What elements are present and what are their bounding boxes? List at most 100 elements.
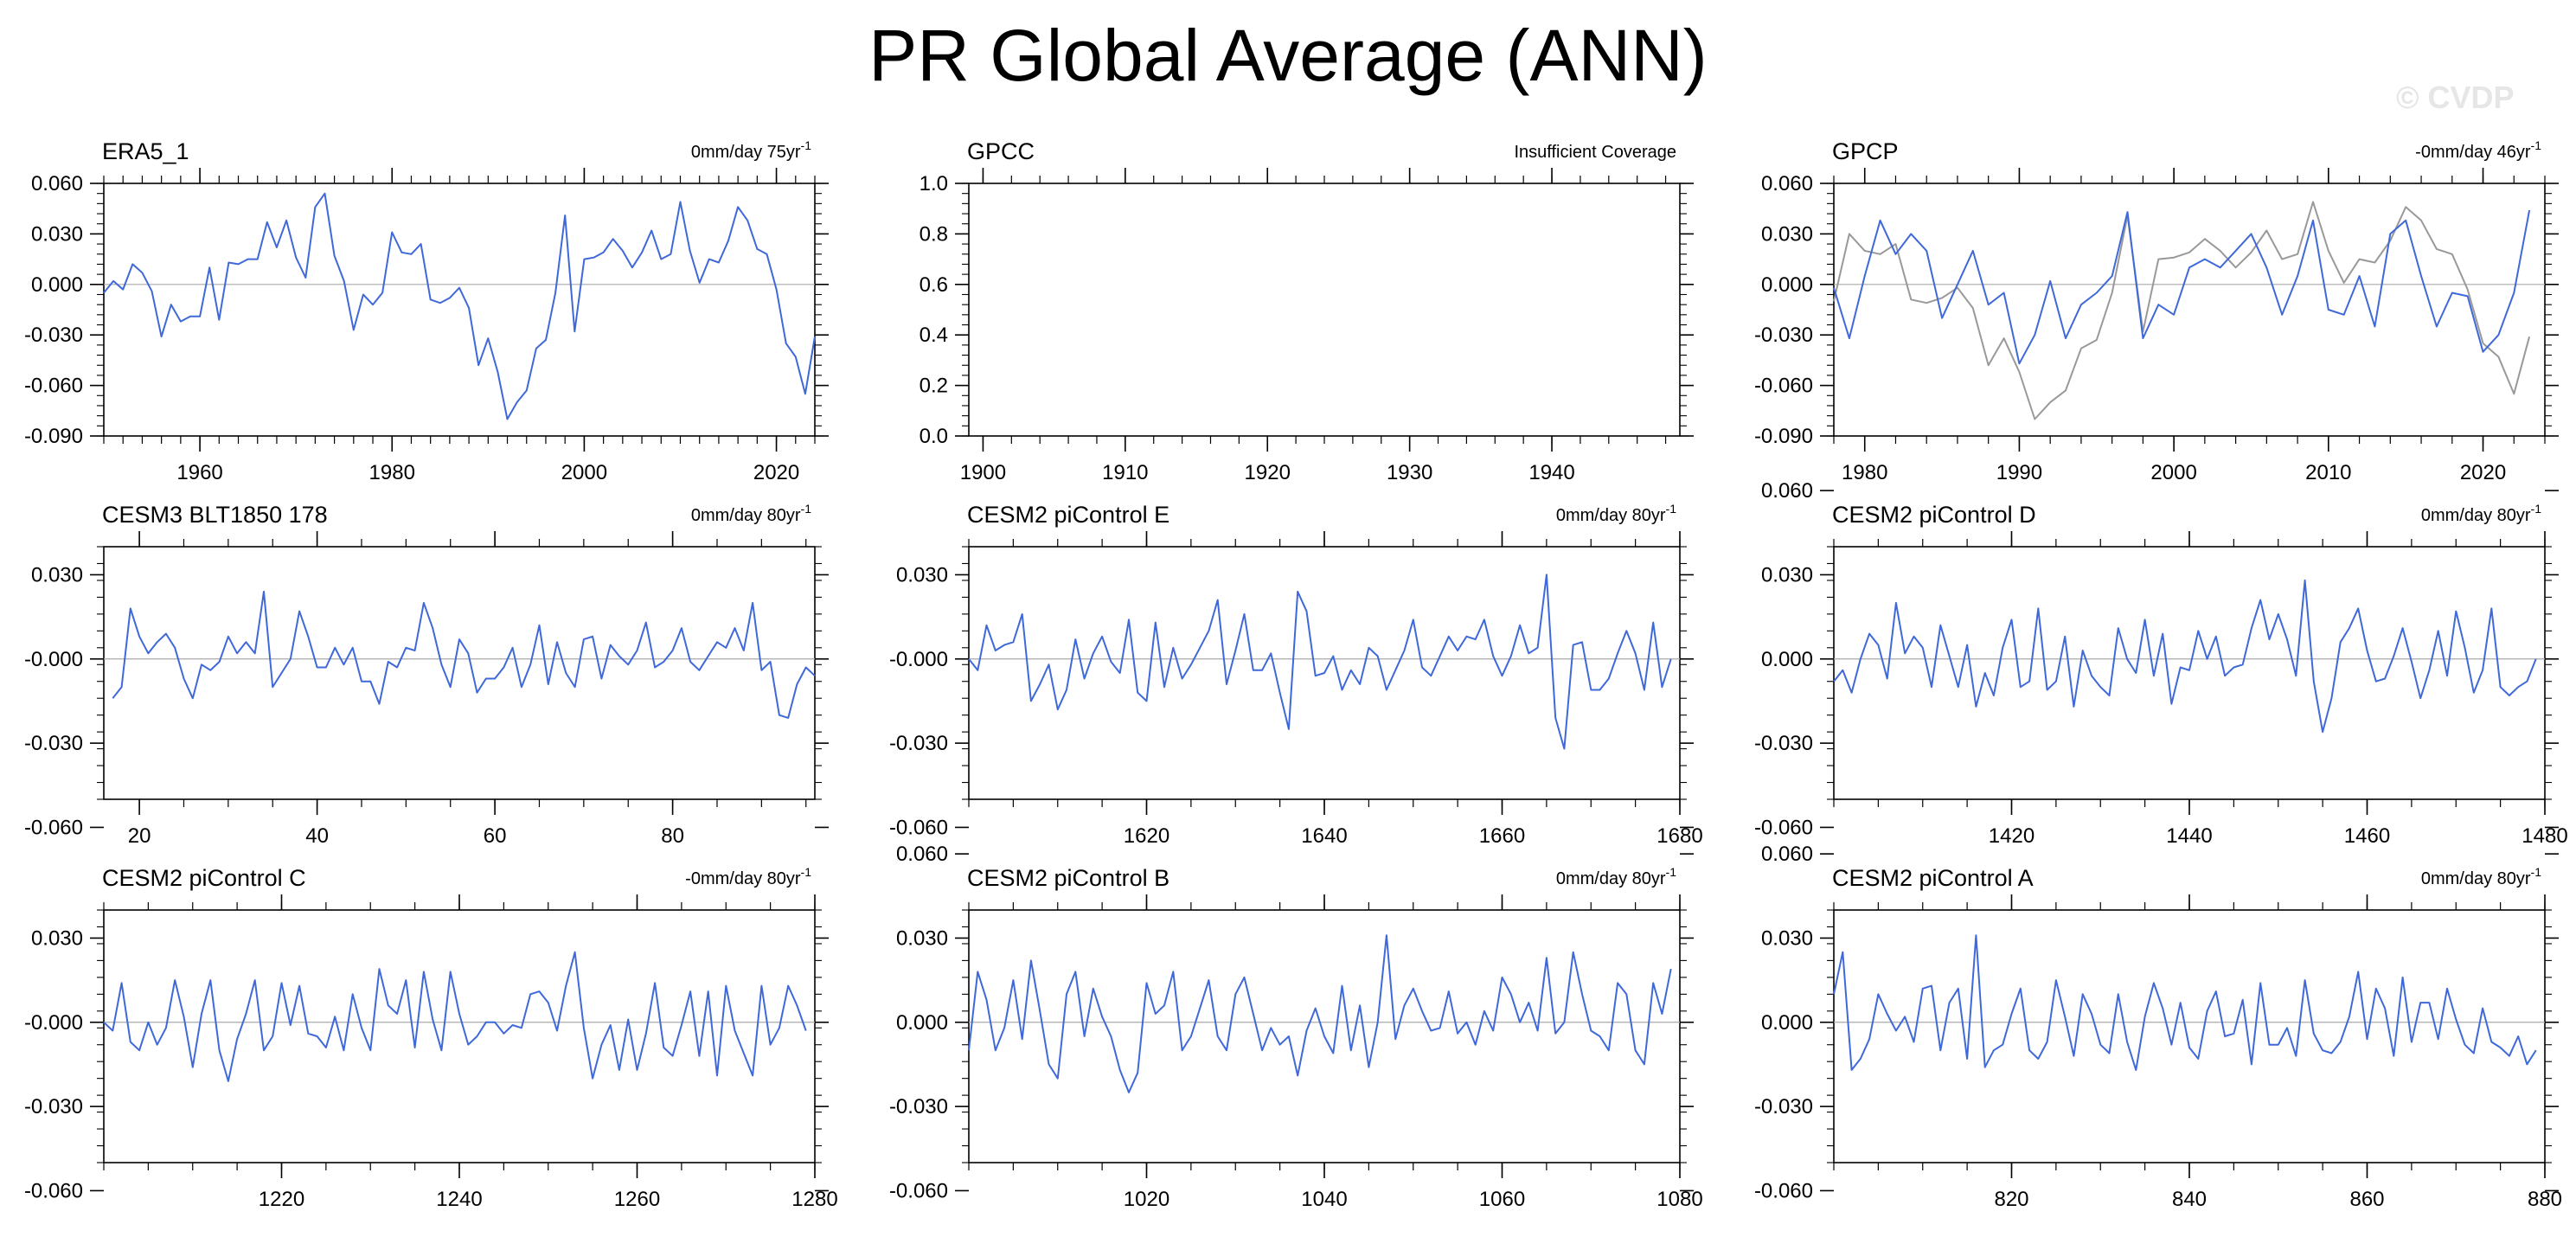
trend-label: -0mm/day 46yr-1 <box>2415 138 2541 162</box>
trend-exponent: -1 <box>801 865 812 879</box>
chart-panel: 1960 1980 2000 2020 -0.090 -0.060 -0.030 0.000 0… <box>24 138 829 484</box>
x-tick-label: 1220 <box>259 1188 304 1211</box>
panel-title: CESM2 piControl E <box>967 502 1169 528</box>
y-tick-label: 0.060 <box>31 172 83 195</box>
page-title: PR Global Average (ANN) <box>868 15 1708 96</box>
panel-title: CESM3 BLT1850 178 <box>102 502 328 528</box>
panel-title: CESM2 piControl B <box>967 865 1169 891</box>
y-tick-label: 0.060 <box>1761 479 1813 503</box>
x-tick-label: 1940 <box>1528 461 1574 484</box>
x-tick-label: 1440 <box>2166 824 2212 848</box>
y-tick-label: -0.030 <box>1754 732 1813 755</box>
x-tick-label: 1040 <box>1301 1188 1347 1211</box>
chart-panel: 1620 1640 1660 1680 -0.060 -0.030 -0.000 0.030 C… <box>889 502 1703 848</box>
y-tick-label: -0.060 <box>1754 816 1813 839</box>
y-tick-label: 0.2 <box>920 375 948 398</box>
trend-exponent: -1 <box>801 502 812 516</box>
y-tick-label: -0.030 <box>24 1095 83 1118</box>
chart-panel: 20 40 60 80 -0.060 -0.030 -0.000 0.030 CESM3 BLT… <box>24 502 829 848</box>
panel-title: CESM2 piControl A <box>1832 865 2034 891</box>
y-tick-label: 0.030 <box>896 926 948 950</box>
y-tick-label: -0.060 <box>24 375 83 398</box>
x-tick-label: 1260 <box>614 1188 660 1211</box>
y-tick-label: -0.060 <box>889 1179 948 1202</box>
y-tick-label: 0.000 <box>1761 273 1813 297</box>
x-tick-label: 80 <box>661 824 684 848</box>
y-tick-label: 0.000 <box>1761 648 1813 671</box>
trend-label: 0mm/day 80yr-1 <box>691 502 811 525</box>
plot-frame <box>968 183 1681 437</box>
series-line <box>112 590 816 719</box>
x-tick-label: 60 <box>484 824 507 848</box>
series-line <box>968 934 1672 1093</box>
y-tick-label: 0.030 <box>1761 222 1813 246</box>
trend-label: 0mm/day 80yr-1 <box>1556 502 1676 525</box>
y-tick-label: -0.060 <box>24 816 83 839</box>
x-tick-label: 2000 <box>2150 461 2196 484</box>
trend-exponent: -1 <box>2531 865 2542 879</box>
x-tick-label: 1980 <box>1842 461 1887 484</box>
x-tick-label: 1900 <box>960 461 1006 484</box>
chart-panel: 1900 1910 1920 1930 1940 0.0 0.2 0.4 0.6 0.8 1.0 GP… <box>920 138 1694 484</box>
x-tick-label: 1980 <box>369 461 415 484</box>
x-tick-label: 1020 <box>1124 1188 1169 1211</box>
trend-label: 0mm/day 80yr-1 <box>2421 865 2541 888</box>
x-tick-label: 1480 <box>2522 824 2567 848</box>
y-tick-label: -0.030 <box>24 324 83 347</box>
y-tick-label: 0.030 <box>1761 563 1813 586</box>
series-line <box>1833 201 2531 420</box>
x-tick-label: 2020 <box>753 461 799 484</box>
y-tick-label: -0.000 <box>24 648 83 671</box>
y-tick-label: 0.8 <box>920 222 948 246</box>
x-tick-label: 1990 <box>1996 461 2042 484</box>
y-tick-label: -0.060 <box>1754 375 1813 398</box>
x-tick-label: 1680 <box>1656 824 1702 848</box>
y-tick-label: -0.000 <box>24 1011 83 1035</box>
chart-panel: 1220 1240 1260 1280 -0.060 -0.030 -0.000 0.030 C… <box>24 865 838 1211</box>
x-tick-label: 40 <box>305 824 329 848</box>
plot-frame <box>103 183 816 437</box>
trend-exponent: -1 <box>1666 865 1677 879</box>
x-tick-label: 1660 <box>1479 824 1525 848</box>
series-line <box>1833 579 2537 734</box>
series-line <box>103 951 807 1082</box>
trend-exponent: -1 <box>2531 502 2542 516</box>
panel-title: GPCP <box>1832 138 1899 164</box>
y-tick-label: -0.030 <box>889 1095 948 1118</box>
x-tick-label: 1080 <box>1656 1188 1702 1211</box>
series-line <box>1833 209 2531 365</box>
y-tick-label: 0.4 <box>920 324 948 347</box>
x-tick-label: 1060 <box>1479 1188 1525 1211</box>
y-tick-label: 0.030 <box>31 563 83 586</box>
series-line <box>103 192 816 420</box>
y-tick-label: -0.090 <box>1754 425 1813 448</box>
chart-panel: 1980 1990 2000 2010 2020 -0.090 -0.060 -0.030 0.… <box>1754 138 2559 484</box>
trend-label: -0mm/day 80yr-1 <box>685 865 811 888</box>
x-tick-label: 1930 <box>1387 461 1432 484</box>
y-tick-label: 0.000 <box>1761 1011 1813 1035</box>
y-tick-label: 0.000 <box>896 1011 948 1035</box>
x-tick-label: 1460 <box>2344 824 2390 848</box>
y-tick-label: 0.0 <box>920 425 948 448</box>
trend-exponent: -1 <box>1666 502 1677 516</box>
x-tick-label: 1620 <box>1124 824 1169 848</box>
y-tick-label: 0.060 <box>1761 172 1813 195</box>
x-tick-label: 2000 <box>561 461 607 484</box>
trend-exponent: -1 <box>2531 138 2542 152</box>
y-tick-label: -0.000 <box>889 648 948 671</box>
trend-label: 0mm/day 75yr-1 <box>691 138 811 162</box>
x-tick-label: 1240 <box>436 1188 482 1211</box>
trend-label: 0mm/day 80yr-1 <box>2421 502 2541 525</box>
y-tick-label: -0.060 <box>1754 1179 1813 1202</box>
y-tick-label: -0.090 <box>24 425 83 448</box>
chart-panel: 820 840 860 880 -0.060 -0.030 0.000 0.030 0.060 C… <box>1754 843 2562 1211</box>
y-tick-label: 0.030 <box>896 563 948 586</box>
x-tick-label: 20 <box>128 824 151 848</box>
x-tick-label: 1910 <box>1102 461 1148 484</box>
y-tick-label: 0.6 <box>920 273 948 297</box>
x-tick-label: 1420 <box>1989 824 2035 848</box>
x-tick-label: 840 <box>2172 1188 2207 1211</box>
x-tick-label: 820 <box>1994 1188 2028 1211</box>
y-tick-label: 0.030 <box>1761 926 1813 950</box>
